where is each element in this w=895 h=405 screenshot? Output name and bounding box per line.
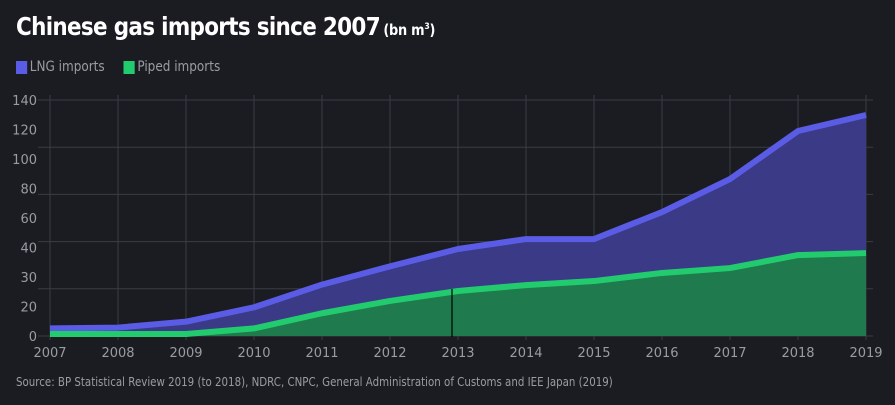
- y-tick-label: 40: [20, 242, 37, 257]
- lng-area: [50, 115, 866, 336]
- chart-title-unit: (bn m3): [383, 21, 435, 39]
- x-tick-label: 2010: [237, 346, 270, 361]
- x-tick-label: 2019: [849, 346, 882, 361]
- x-tick-label: 2015: [577, 346, 610, 361]
- chart-title-main: Chinese gas imports since 2007: [16, 12, 381, 41]
- lng-swatch-icon: [16, 60, 28, 74]
- y-tick-label: 60: [20, 212, 37, 227]
- legend-label-piped: Piped imports: [137, 59, 221, 75]
- legend-item-lng[interactable]: LNG imports: [16, 59, 105, 75]
- y-axis-labels: 140 120 100 80 60 40 30 20 0: [12, 94, 37, 345]
- x-tick-label: 2009: [169, 346, 202, 361]
- unit-suffix: ): [429, 21, 436, 39]
- x-tick-label: 2013: [441, 346, 474, 361]
- unit-superscript: 3: [424, 22, 430, 32]
- x-tick-label: 2018: [781, 346, 814, 361]
- x-tick-label: 2012: [373, 346, 406, 361]
- x-tick-label: 2011: [305, 346, 338, 361]
- x-tick-label: 2016: [645, 346, 678, 361]
- x-tick-label: 2017: [713, 346, 746, 361]
- y-tick-label: 100: [12, 153, 37, 168]
- piped-swatch-icon: [123, 60, 135, 74]
- legend-label-lng: LNG imports: [29, 59, 105, 75]
- legend-item-piped[interactable]: Piped imports: [123, 59, 221, 75]
- chart-title: Chinese gas imports since 2007 (bn m3): [16, 12, 435, 41]
- y-tick-label: 0: [29, 330, 37, 345]
- x-tick-label: 2008: [101, 346, 134, 361]
- y-tick-label: 120: [12, 124, 37, 139]
- legend: LNG imports Piped imports: [16, 59, 220, 75]
- unit-prefix: (bn m: [383, 21, 425, 39]
- y-tick-label: 20: [20, 301, 37, 316]
- y-tick-label: 30: [20, 271, 37, 286]
- y-tick-label: 80: [20, 183, 37, 198]
- lines: [49, 112, 867, 337]
- source-note: Source: BP Statistical Review 2019 (to 2…: [16, 374, 613, 389]
- x-tick-label: 2007: [33, 346, 66, 361]
- y-tick-label: 140: [12, 94, 37, 109]
- x-axis-labels: 2007 2008 2009 2010 2011 2012 2013 2014 2015 2016…: [33, 346, 882, 361]
- x-tick-label: 2014: [509, 346, 542, 361]
